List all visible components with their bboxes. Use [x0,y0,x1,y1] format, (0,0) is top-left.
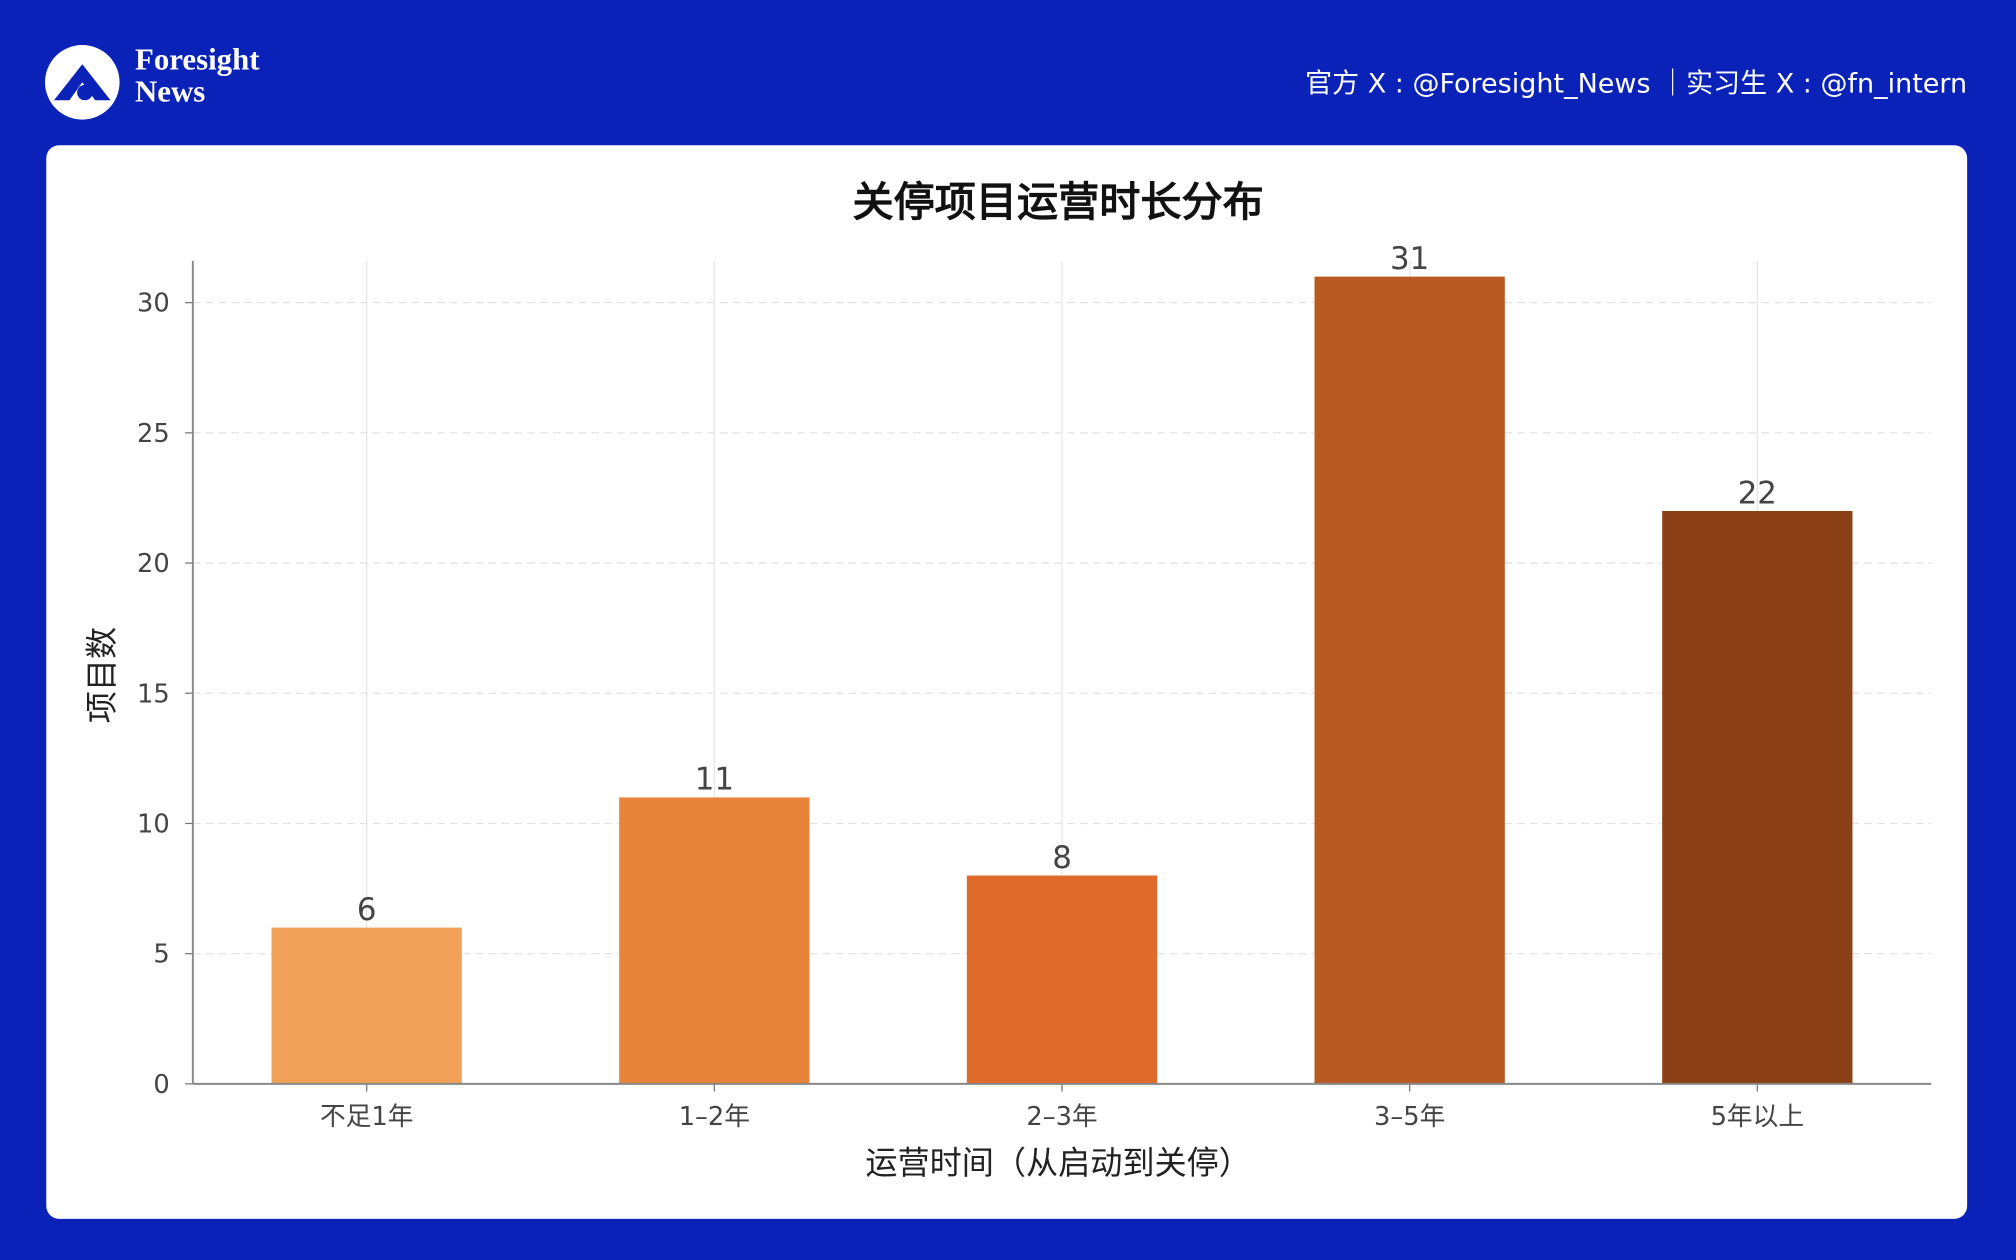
bar [1662,510,1853,1084]
x-tick-label: 5年以上 [1711,1102,1804,1132]
x-axis-label: 运营时间（从启动到关停） [865,1144,1251,1182]
value-label: 11 [695,762,734,798]
y-tick-label: 0 [153,1070,169,1100]
x-tick-label: 1–2年 [679,1102,750,1132]
value-label: 22 [1738,475,1777,511]
value-label: 6 [357,892,377,928]
handles: 官方 X : @Foresight_News ｜实习生 X : @fn_inte… [1305,69,1967,100]
chart-title: 关停项目运营时长分布 [853,178,1264,226]
y-axis-label: 项目数 [83,627,121,723]
plot: 0 5 10 15 20 25 30 6 不足1年 11 1–2年 8 2–3年 31 3–5年 22 5年以上 [137,241,1932,1132]
y-tick-label: 10 [137,809,170,839]
bar [966,875,1158,1084]
bar [1314,276,1505,1084]
y-tick-label: 25 [137,419,170,449]
x-tick-label: 不足1年 [320,1102,413,1132]
x-tick-label: 2–3年 [1026,1102,1097,1132]
value-label: 31 [1390,241,1429,277]
y-tick-label: 30 [137,289,170,319]
bar [619,797,810,1084]
bar [271,927,462,1084]
y-tick-label: 15 [137,679,170,709]
value-label: 8 [1052,840,1072,876]
brand-line: News [135,75,205,109]
x-tick-label: 3–5年 [1374,1102,1445,1132]
brand-line: Foresight [135,42,260,76]
y-tick-label: 5 [153,940,169,970]
logo [45,45,120,120]
y-tick-label: 20 [137,549,170,579]
